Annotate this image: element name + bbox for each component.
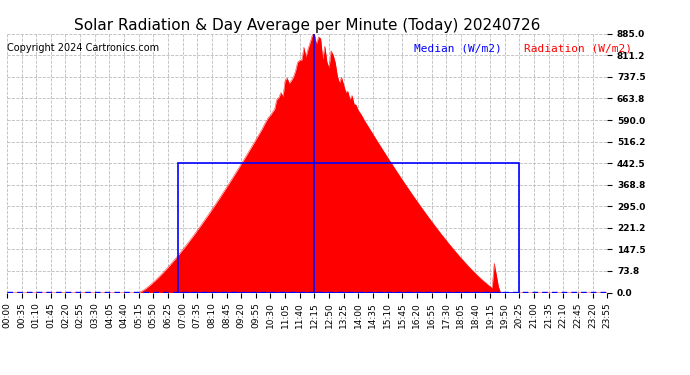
Text: Median (W/m2): Median (W/m2) [414, 43, 502, 53]
Text: Copyright 2024 Cartronics.com: Copyright 2024 Cartronics.com [7, 43, 159, 53]
Text: Radiation (W/m2): Radiation (W/m2) [524, 43, 633, 53]
Bar [179, 163, 520, 292]
Title: Solar Radiation & Day Average per Minute (Today) 20240726: Solar Radiation & Day Average per Minute… [74, 18, 540, 33]
